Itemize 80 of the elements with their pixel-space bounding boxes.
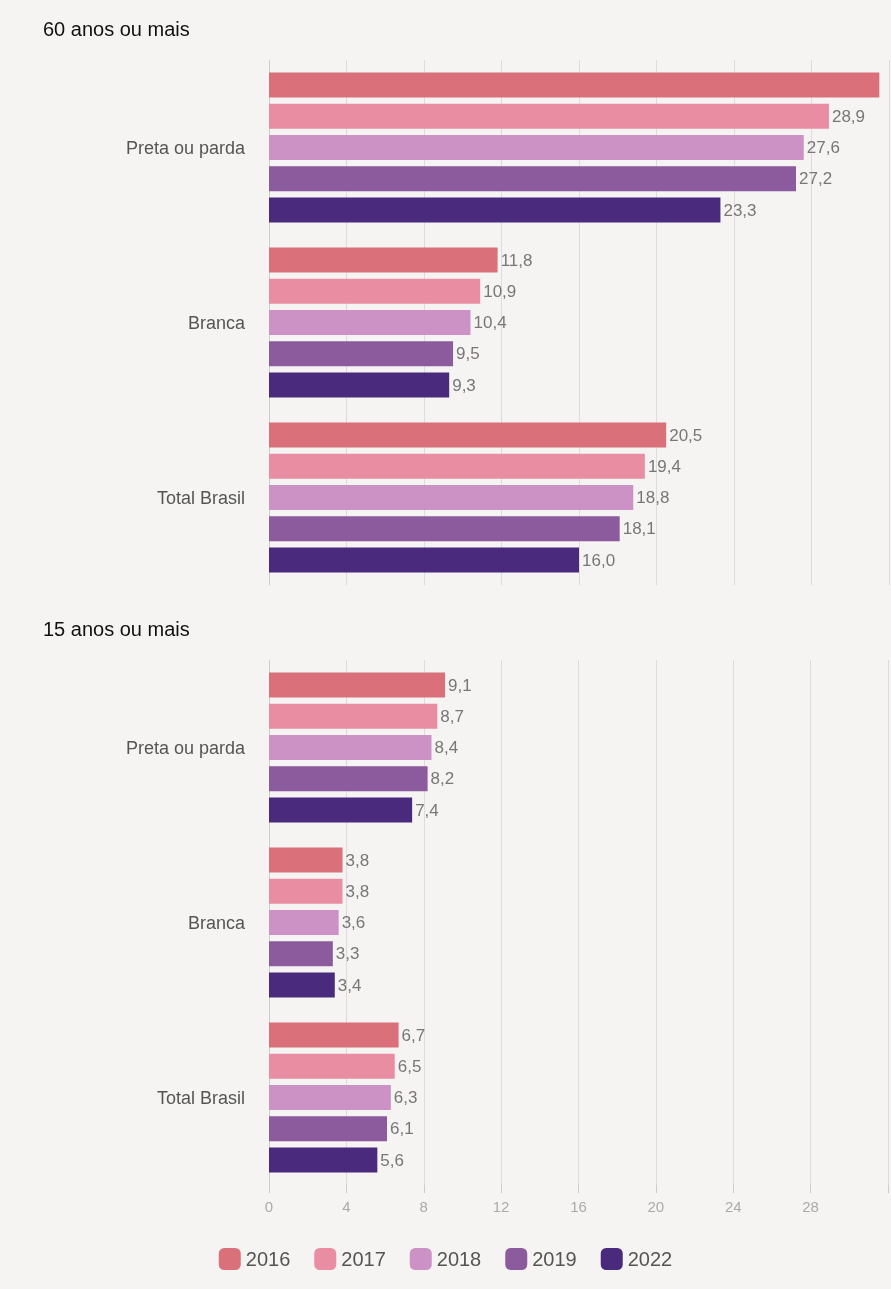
data-label: 8,7: [440, 706, 464, 726]
bar: [269, 135, 804, 160]
y-tick-label: Total Brasil: [156, 1087, 245, 1108]
bar: [269, 972, 335, 998]
y-tick-label: Branca: [187, 312, 246, 333]
x-tick-label: 24: [724, 1198, 742, 1215]
data-label: 6,7: [401, 1025, 426, 1045]
bar: [269, 1022, 399, 1048]
data-label: 7,4: [415, 800, 439, 820]
y-tick-label: Preta ou parda: [125, 137, 246, 158]
legend-label: 2018: [436, 1248, 482, 1270]
y-tick-label: Preta ou parda: [125, 737, 246, 758]
data-label: 3,4: [337, 975, 362, 995]
data-label: 9,1: [448, 675, 472, 695]
x-tick-label: 28: [802, 1198, 819, 1215]
data-label: 18,8: [636, 488, 670, 507]
data-label: 3,8: [345, 850, 370, 870]
chart-title: 60 anos ou mais: [43, 18, 190, 40]
bar: [269, 547, 579, 573]
bar: [269, 453, 645, 479]
chart-title: 15 anos ou mais: [43, 618, 190, 640]
bar: [269, 1147, 378, 1173]
bar: [269, 341, 454, 367]
bar: [269, 166, 796, 192]
bar: [269, 247, 498, 273]
x-tick-label: 8: [419, 1198, 428, 1215]
data-label: 9,3: [452, 375, 476, 395]
data-label: 10,9: [483, 281, 517, 301]
bar: [269, 672, 446, 698]
data-label: 19,4: [647, 456, 681, 476]
data-label: 18,1: [622, 519, 656, 539]
bar: [269, 1053, 395, 1079]
bar: [269, 703, 438, 729]
bar: [269, 1085, 391, 1110]
legend-label: 2017: [341, 1248, 386, 1270]
data-label: 16,0: [582, 550, 616, 570]
bar: [269, 847, 343, 873]
bar: [269, 372, 450, 398]
bar: [269, 72, 880, 98]
bar: [269, 941, 333, 967]
data-label: 10,4: [473, 313, 507, 332]
data-label: 6,1: [390, 1119, 414, 1139]
data-label: 11,8: [500, 250, 533, 270]
legend-label: 2022: [627, 1248, 673, 1270]
y-tick-label: Total Brasil: [156, 487, 245, 508]
data-label: 9,5: [456, 344, 480, 364]
bar: [269, 278, 481, 304]
bar: [269, 766, 428, 792]
bar: [269, 910, 339, 935]
data-label: 28,9: [831, 106, 866, 126]
x-tick-label: 16: [570, 1198, 587, 1215]
bar: [269, 310, 471, 335]
x-tick-label: 20: [647, 1198, 665, 1215]
bar: [269, 197, 721, 223]
bar: [269, 878, 343, 904]
data-label: 8,2: [430, 769, 455, 789]
bar: [269, 103, 829, 129]
data-label: 3,6: [341, 913, 366, 932]
data-label: 20,5: [669, 425, 703, 445]
data-label: 3,8: [345, 881, 370, 901]
bar: [269, 516, 620, 542]
bar: [269, 1116, 387, 1142]
y-tick-label: Branca: [187, 912, 246, 933]
x-tick-label: 4: [342, 1198, 351, 1215]
data-label: 6,3: [393, 1088, 418, 1107]
bar: [269, 422, 667, 448]
data-label: 6,5: [397, 1056, 422, 1076]
bar: [269, 797, 413, 823]
legend-label: 2016: [245, 1248, 291, 1270]
data-label: 27,2: [799, 169, 833, 189]
data-label: 23,3: [723, 200, 757, 220]
bar: [269, 485, 634, 510]
legend-label: 2019: [532, 1248, 577, 1270]
data-label: 5,6: [380, 1150, 404, 1170]
data-label: 3,3: [335, 944, 360, 964]
data-label: 8,4: [434, 738, 459, 757]
bar: [269, 735, 432, 760]
data-label: 27,6: [806, 138, 840, 157]
x-tick-label: 0: [264, 1198, 274, 1215]
x-tick-label: 12: [492, 1198, 510, 1215]
